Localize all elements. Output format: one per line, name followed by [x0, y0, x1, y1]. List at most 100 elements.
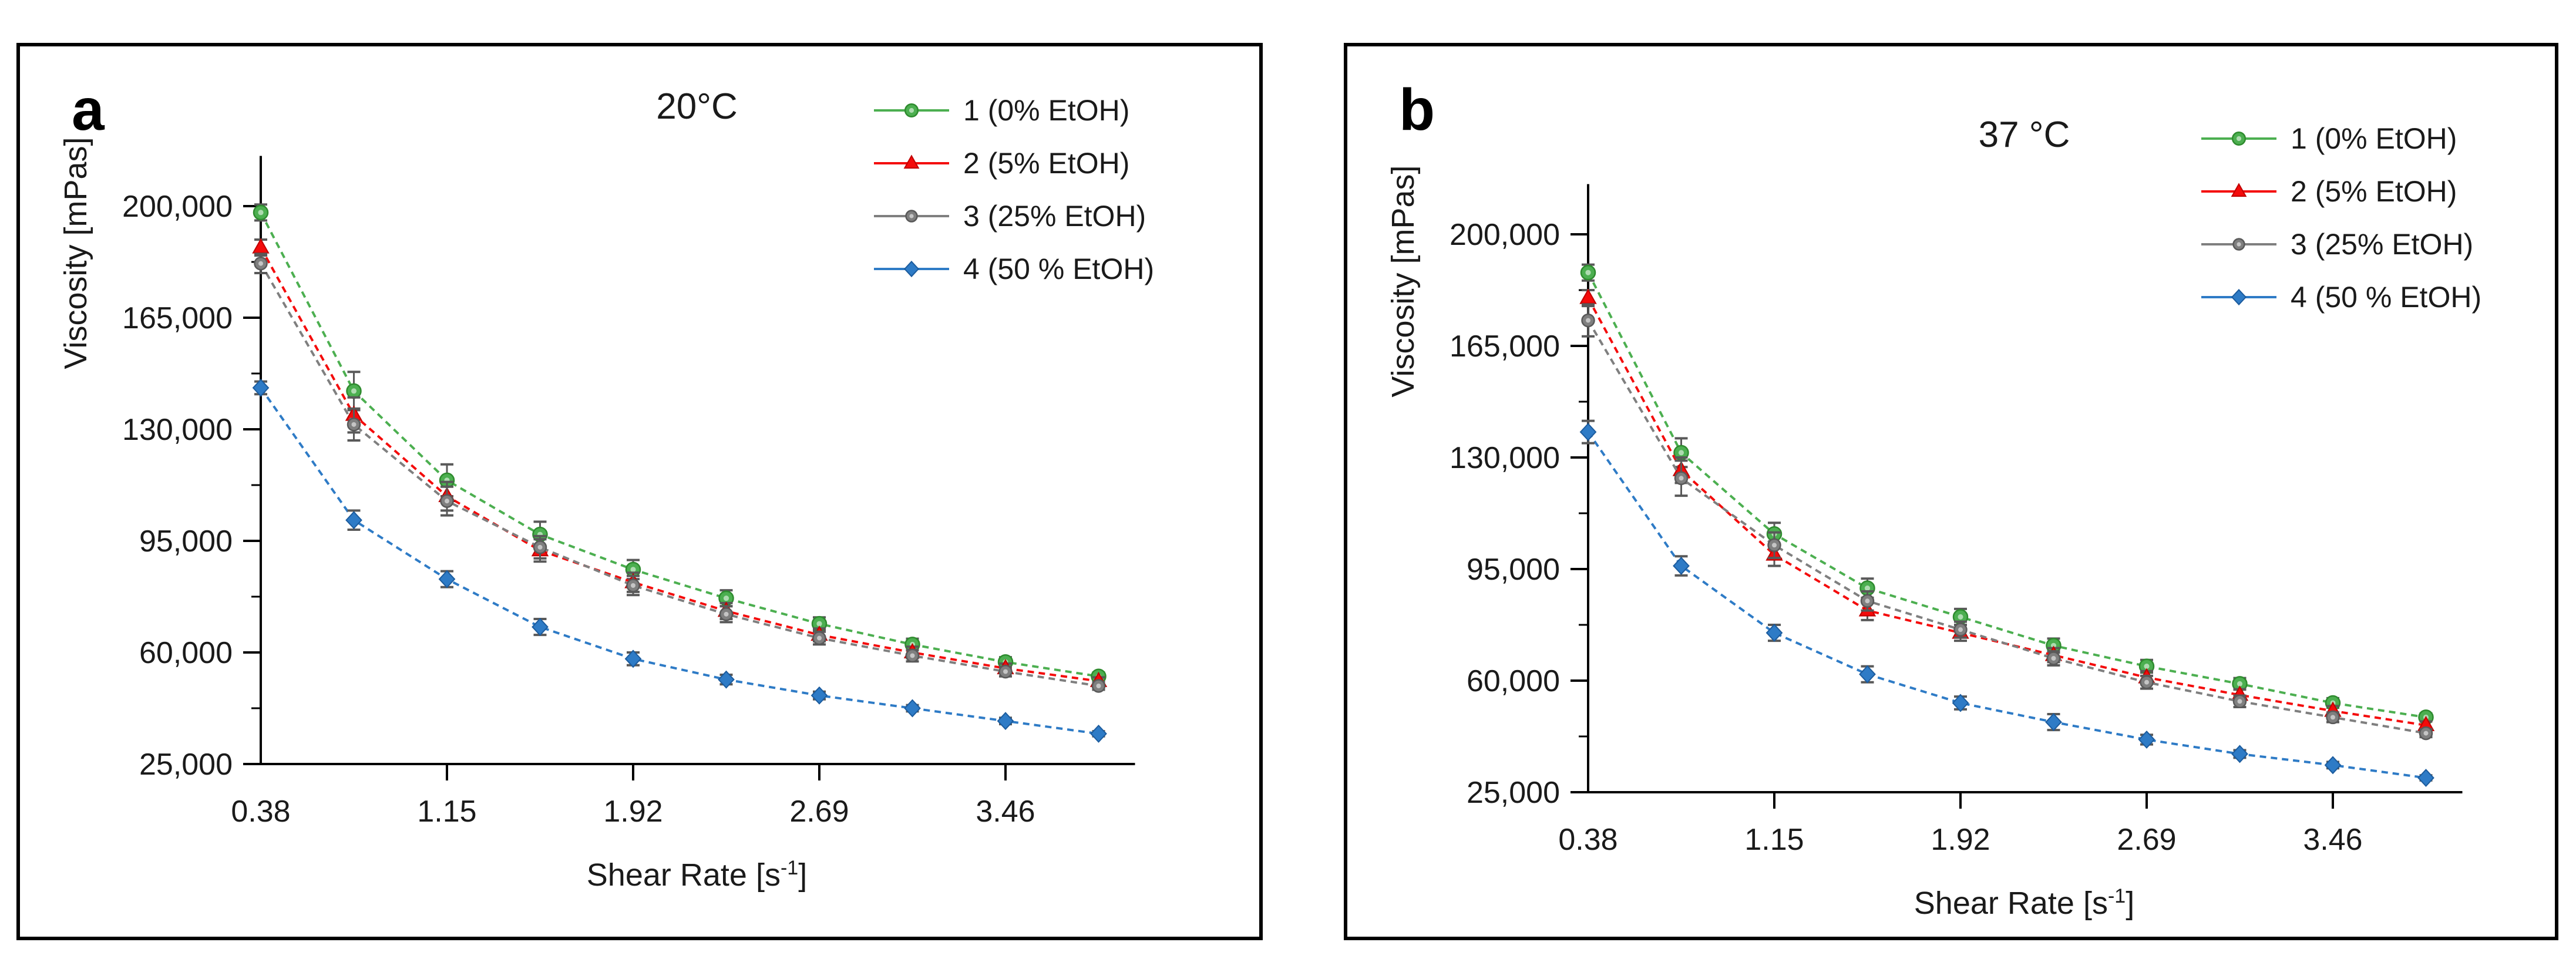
series-line-2-5-etoh- [1587, 297, 2426, 726]
data-point-marker-triangle [252, 238, 270, 254]
data-point-marker-diamond [2417, 769, 2434, 788]
y-tick-label: 130,000 [122, 413, 233, 447]
data-point-marker-diamond [252, 378, 270, 397]
data-point-marker-center-dot [1585, 270, 1591, 275]
data-point-marker-center-dot [2050, 642, 2057, 648]
chart-a-legend: 1 (0% EtOH) 2 (5% EtOH) 3 (25% EtOH) 4 (… [870, 84, 1154, 295]
y-tick-label: 200,000 [1450, 218, 1560, 252]
data-point-marker-center-dot [1679, 476, 1684, 481]
data-point-marker-diamond [624, 650, 642, 668]
y-tick-label: 130,000 [1450, 441, 1560, 475]
legend-item: 4 (50 % EtOH) [2198, 271, 2481, 324]
data-point-marker-center-dot [630, 567, 636, 573]
legend-swatch-series3-icon [2201, 238, 2276, 251]
data-point-marker-diamond [2231, 288, 2247, 306]
data-point-marker-triangle [2231, 183, 2247, 197]
data-point-marker-center-dot [724, 611, 729, 617]
x-axis-title-pre: Shear Rate [s [1913, 886, 2108, 921]
legend-label: 4 (50 % EtOH) [963, 253, 1155, 285]
panel-a: a 20°C 25,000 60,000 95,000 130,000 165,000 2… [16, 43, 1263, 940]
legend-swatch-series2-icon [874, 154, 949, 169]
data-point-marker-diamond [811, 686, 828, 705]
series-line-3-25-etoh- [1587, 319, 2426, 735]
y-tick-label: 95,000 [139, 524, 233, 558]
legend-item: 2 (5% EtOH) [870, 137, 1154, 190]
data-point-marker-diamond [1765, 624, 1783, 642]
x-axis-title-sup: -1 [780, 857, 799, 879]
data-point-marker-center-dot [445, 499, 449, 504]
data-point-marker-center-dot [909, 214, 914, 218]
y-tick-label: 165,000 [122, 301, 233, 335]
data-point-marker-triangle [1579, 288, 1597, 304]
chart-b-svg: 25,000 60,000 95,000 130,000 165,000 200,000 0… [1450, 184, 2463, 857]
data-point-marker-center-dot [351, 422, 357, 427]
legend-item: 3 (25% EtOH) [2198, 218, 2481, 271]
y-axis-title-text: Viscosity [mPas] [58, 137, 93, 369]
series-line-4-50-etoh- [260, 387, 1099, 735]
data-point-marker-center-dot [2051, 656, 2056, 661]
data-point-marker-diamond [904, 699, 921, 718]
data-point-marker-center-dot [1586, 318, 1590, 323]
panel-b: b 37 °C 25,000 60,000 95,000 130,000 165,000… [1344, 43, 2558, 940]
data-point-marker-center-dot [1864, 586, 1871, 591]
data-point-marker-diamond [1673, 557, 1690, 576]
chart-b-x-axis-title: Shear Rate [s-1] [1588, 886, 2460, 919]
chart-a-svg: 25,000 60,000 95,000 130,000 165,000 200,000 0… [122, 156, 1135, 829]
chart-a-y-axis-title: Viscosity [mPas] [58, 12, 93, 494]
data-point-marker-center-dot [909, 107, 914, 113]
legend-item: 3 (25% EtOH) [870, 190, 1154, 243]
legend-item: 1 (0% EtOH) [870, 84, 1154, 137]
data-point-marker-diamond [532, 618, 549, 637]
data-point-marker-diamond [2045, 713, 2062, 732]
data-point-marker-center-dot [1772, 543, 1777, 548]
x-axis-title-post: ] [2126, 886, 2135, 921]
data-point-marker-diamond [997, 712, 1014, 731]
y-tick-label: 95,000 [1467, 553, 1560, 587]
legend-swatch-series4-icon [2201, 288, 2276, 306]
data-point-marker-center-dot [723, 595, 729, 601]
legend-label: 2 (5% EtOH) [963, 147, 1130, 180]
y-tick-label: 165,000 [1450, 329, 1560, 364]
data-point-marker-center-dot [1865, 598, 1870, 604]
data-point-marker-diamond [1859, 665, 1876, 684]
data-point-marker-center-dot [2330, 715, 2335, 720]
data-point-marker-diamond [2231, 745, 2248, 763]
data-point-marker-center-dot [258, 261, 263, 266]
series-line-1-0-etoh- [1587, 272, 2426, 719]
series-line-4-50-etoh- [1587, 431, 2426, 779]
legend-label: 1 (0% EtOH) [963, 94, 1130, 127]
x-tick-label: 1.92 [1931, 823, 1990, 857]
panel-a-letter: a [72, 77, 105, 143]
data-point-marker-center-dot [258, 210, 264, 216]
series-line-2-5-etoh- [260, 247, 1099, 682]
chart-b-y-axis-title: Viscosity [mPas] [1385, 41, 1421, 522]
x-tick-label: 0.38 [1558, 823, 1617, 857]
data-point-marker-center-dot [2144, 679, 2149, 685]
x-axis-title-sup: -1 [2107, 885, 2126, 907]
y-tick-label: 200,000 [122, 190, 233, 224]
y-tick-label: 60,000 [1467, 664, 1560, 698]
x-axis-title-post: ] [798, 857, 808, 893]
y-tick-label: 25,000 [139, 748, 233, 782]
x-tick-label: 3.46 [976, 795, 1035, 829]
data-point-marker-center-dot [817, 635, 822, 641]
panel-a-inner: a 20°C 25,000 60,000 95,000 130,000 165,000 2… [20, 46, 1259, 937]
data-point-marker-center-dot [2237, 681, 2243, 687]
x-axis-title-pre: Shear Rate [s [586, 857, 781, 893]
data-point-marker-center-dot [631, 583, 635, 588]
y-tick-label: 25,000 [1467, 776, 1560, 810]
data-point-marker-center-dot [2237, 242, 2241, 247]
data-point-marker-center-dot [816, 621, 822, 627]
data-point-marker-diamond [1579, 423, 1597, 442]
legend-item: 4 (50 % EtOH) [870, 243, 1154, 295]
chart-b-legend: 1 (0% EtOH) 2 (5% EtOH) 3 (25% EtOH) 4 (… [2198, 112, 2481, 324]
x-tick-label: 1.15 [1744, 823, 1804, 857]
x-tick-label: 3.46 [2303, 823, 2362, 857]
chart-a-x-axis-title: Shear Rate [s-1] [261, 858, 1133, 891]
legend-label: 2 (5% EtOH) [2291, 175, 2457, 208]
data-point-marker-diamond [1090, 724, 1107, 743]
x-tick-label: 2.69 [789, 795, 849, 829]
x-tick-label: 1.92 [603, 795, 663, 829]
legend-swatch-series1-icon [874, 103, 949, 118]
data-point-marker-center-dot [351, 388, 357, 394]
